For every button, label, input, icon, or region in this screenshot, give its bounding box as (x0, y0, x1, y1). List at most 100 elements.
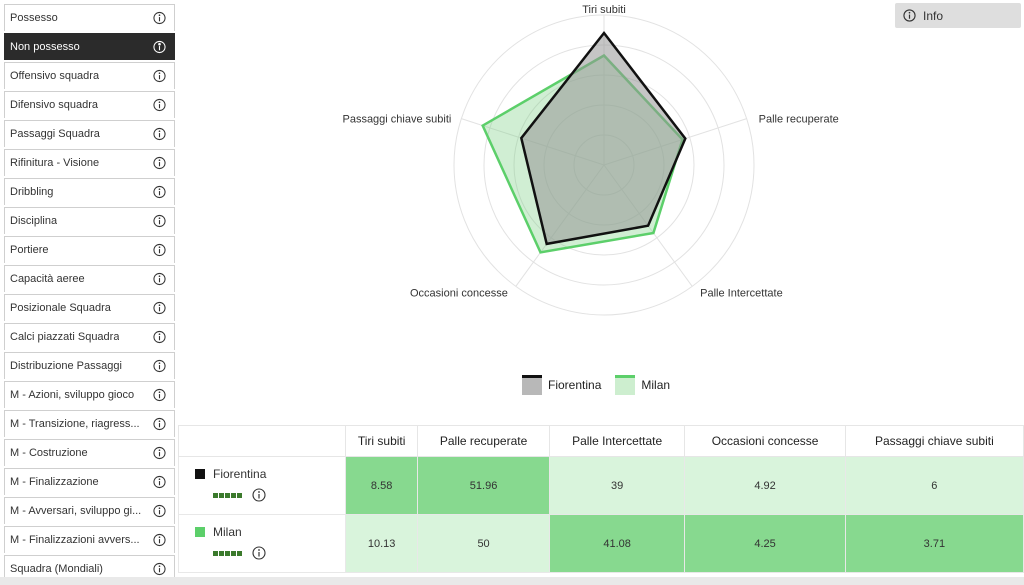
radar-axis-label: Tiri subiti (582, 4, 626, 16)
chart-legend: Fiorentina Milan (522, 375, 670, 395)
sidebar-item-label: Non possesso (10, 41, 80, 53)
rating-dots (213, 550, 242, 556)
sidebar-item-label: Disciplina (10, 215, 58, 227)
radar-axis-label: Passaggi chiave subiti (342, 114, 451, 126)
team-cell: Fiorentina (178, 456, 346, 515)
info-icon[interactable] (153, 127, 166, 141)
info-icon[interactable] (153, 330, 166, 344)
table-cell: 39 (548, 456, 686, 515)
sidebar-item-label: M - Avversari, sviluppo gi... (10, 505, 142, 517)
sidebar-item[interactable]: M - Avversari, sviluppo gi... (4, 497, 175, 524)
sidebar-item[interactable]: Possesso (4, 4, 175, 31)
table-cell: 3.71 (844, 514, 1024, 573)
sidebar-item-label: Rifinitura - Visione (10, 157, 100, 169)
column-header[interactable]: Occasioni concesse (684, 425, 846, 457)
rating-dots (213, 492, 242, 498)
sidebar-item[interactable]: Rifinitura - Visione (4, 149, 175, 176)
info-button[interactable]: Info (895, 3, 1021, 28)
team-color-square (195, 469, 205, 479)
table-cell: 41.08 (548, 514, 686, 573)
sidebar-item[interactable]: M - Costruzione (4, 439, 175, 466)
sidebar-item[interactable]: M - Azioni, sviluppo gioco (4, 381, 175, 408)
info-icon[interactable] (153, 301, 166, 315)
sidebar-item[interactable]: Capacità aeree (4, 265, 175, 292)
sidebar-item-label: Portiere (10, 244, 49, 256)
sidebar-item-label: Offensivo squadra (10, 70, 100, 82)
info-icon[interactable] (153, 98, 166, 112)
table-cell: 6 (844, 456, 1024, 515)
info-icon[interactable] (252, 488, 266, 502)
info-icon[interactable] (153, 475, 166, 489)
info-icon[interactable] (153, 388, 166, 402)
team-column-header (178, 425, 346, 457)
info-icon[interactable] (153, 69, 166, 83)
column-header[interactable]: Palle Intercettate (548, 425, 686, 457)
sidebar-item[interactable]: Difensivo squadra (4, 91, 175, 118)
legend-item-fiorentina[interactable]: Fiorentina (522, 375, 601, 395)
sidebar-item[interactable]: Distribuzione Passaggi (4, 352, 175, 379)
info-icon[interactable] (153, 533, 166, 547)
sidebar-item[interactable]: Calci piazzati Squadra (4, 323, 175, 350)
sidebar-item-label: Possesso (10, 12, 58, 24)
table-cell: 50 (417, 514, 550, 573)
table-row: Fiorentina 8.58 51.96 39 4.92 6 (178, 456, 1024, 515)
team-color-square (195, 527, 205, 537)
team-cell: Milan (178, 514, 346, 573)
legend-label: Fiorentina (548, 378, 602, 392)
info-icon[interactable] (153, 562, 166, 576)
info-icon[interactable] (153, 185, 166, 199)
sidebar-item-label: Difensivo squadra (10, 99, 99, 111)
sidebar-item-label: Distribuzione Passaggi (10, 360, 122, 372)
info-icon[interactable] (153, 417, 166, 431)
team-name: Milan (213, 525, 242, 539)
category-sidebar: Possesso Non possesso Offensivo squadra Dif… (4, 4, 175, 584)
sidebar-item[interactable]: Dribbling (4, 178, 175, 205)
sidebar-item[interactable]: Offensivo squadra (4, 62, 175, 89)
column-header[interactable]: Passaggi chiave subiti (844, 425, 1024, 457)
info-icon[interactable] (153, 504, 166, 518)
sidebar-item[interactable]: Disciplina (4, 207, 175, 234)
info-icon[interactable] (153, 214, 166, 228)
table-row: Milan 10.13 50 41.08 4.25 3.71 (178, 514, 1024, 573)
table-cell: 4.92 (684, 456, 846, 515)
sidebar-item[interactable]: M - Transizione, riagress... (4, 410, 175, 437)
sidebar-item-label: M - Azioni, sviluppo gioco (10, 389, 135, 401)
legend-label: Milan (641, 378, 671, 392)
comparison-table: Tiri subiti Palle recuperate Palle Inter… (178, 425, 1024, 573)
sidebar-item-label: Posizionale Squadra (10, 302, 111, 314)
info-button-label: Info (923, 8, 944, 23)
info-icon[interactable] (153, 446, 166, 460)
column-header[interactable]: Palle recuperate (417, 425, 550, 457)
sidebar-item-label: Calci piazzati Squadra (10, 331, 120, 343)
radar-series-fiorentina (519, 30, 687, 246)
sidebar-item-label: M - Transizione, riagress... (10, 418, 140, 430)
horizontal-scrollbar[interactable] (0, 577, 1024, 585)
legend-swatch-milan (615, 375, 636, 395)
table-cell: 4.25 (684, 514, 846, 573)
sidebar-item[interactable]: Posizionale Squadra (4, 294, 175, 321)
sidebar-item-label: M - Finalizzazioni avvers... (10, 534, 140, 546)
team-name: Fiorentina (213, 467, 267, 481)
sidebar-item-label: Passaggi Squadra (10, 128, 100, 140)
info-icon[interactable] (153, 359, 166, 373)
sidebar-item[interactable]: Non possesso (4, 33, 175, 60)
table-header-row: Tiri subiti Palle recuperate Palle Inter… (178, 425, 1024, 457)
column-header[interactable]: Tiri subiti (344, 425, 419, 457)
sidebar-item[interactable]: M - Finalizzazioni avvers... (4, 526, 175, 553)
info-icon[interactable] (252, 546, 266, 560)
info-icon[interactable] (153, 156, 166, 170)
info-icon (903, 9, 916, 22)
sidebar-item-label: Squadra (Mondiali) (10, 563, 103, 575)
info-icon[interactable] (153, 40, 166, 54)
sidebar-item[interactable]: Passaggi Squadra (4, 120, 175, 147)
sidebar-item-label: Dribbling (10, 186, 54, 198)
table-cell: 10.13 (344, 514, 419, 573)
info-icon[interactable] (153, 11, 166, 25)
info-icon[interactable] (153, 272, 166, 286)
sidebar-item[interactable]: Portiere (4, 236, 175, 263)
sidebar-item[interactable]: M - Finalizzazione (4, 468, 175, 495)
legend-item-milan[interactable]: Milan (615, 375, 670, 395)
info-icon[interactable] (153, 243, 166, 257)
radar-chart: Tiri subiti Palle recuperate Palle Interce… (342, 4, 839, 316)
sidebar-item-label: Capacità aeree (10, 273, 85, 285)
